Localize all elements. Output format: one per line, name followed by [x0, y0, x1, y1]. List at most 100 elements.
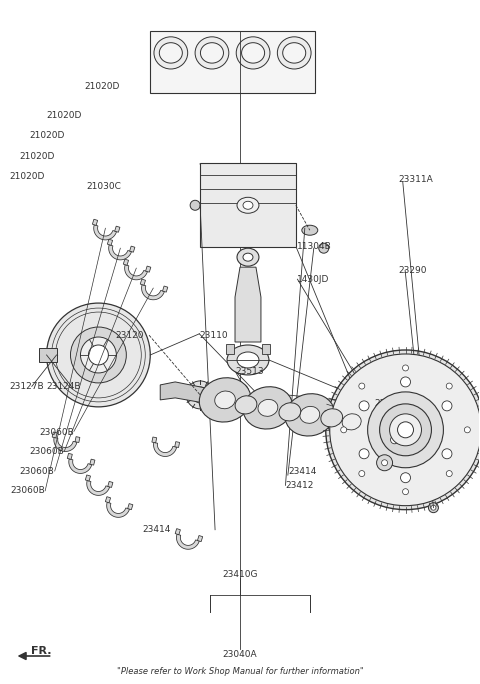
Circle shape — [359, 401, 369, 411]
Text: 23412: 23412 — [286, 481, 314, 490]
Circle shape — [429, 503, 438, 512]
Circle shape — [359, 471, 365, 477]
Polygon shape — [108, 245, 132, 260]
Polygon shape — [160, 382, 390, 435]
Polygon shape — [87, 480, 109, 495]
Polygon shape — [128, 503, 133, 510]
Ellipse shape — [373, 423, 389, 436]
Polygon shape — [67, 453, 72, 460]
Text: 23060B: 23060B — [29, 447, 64, 456]
Polygon shape — [85, 475, 91, 481]
Text: 23060B: 23060B — [10, 486, 45, 495]
Polygon shape — [145, 266, 151, 272]
Polygon shape — [69, 459, 92, 473]
Polygon shape — [90, 459, 95, 465]
Ellipse shape — [300, 406, 320, 423]
Ellipse shape — [368, 418, 396, 442]
Text: FR.: FR. — [31, 646, 51, 655]
Ellipse shape — [258, 399, 278, 417]
Circle shape — [186, 381, 214, 409]
Circle shape — [386, 432, 403, 448]
Circle shape — [391, 436, 398, 444]
Ellipse shape — [279, 403, 301, 421]
Circle shape — [400, 473, 410, 483]
Ellipse shape — [199, 378, 251, 422]
Bar — [226, 344, 234, 354]
Text: 21020D: 21020D — [29, 131, 65, 140]
Polygon shape — [140, 279, 145, 285]
Text: 23040A: 23040A — [223, 650, 257, 659]
Text: 23510: 23510 — [374, 399, 403, 408]
Bar — [38, 348, 57, 362]
Text: "Please refer to Work Shop Manual for further information": "Please refer to Work Shop Manual for fu… — [117, 666, 363, 676]
Ellipse shape — [283, 42, 306, 63]
Polygon shape — [142, 285, 164, 300]
Ellipse shape — [201, 42, 224, 63]
Text: 21020D: 21020D — [9, 172, 45, 181]
Ellipse shape — [277, 37, 311, 69]
Circle shape — [403, 365, 408, 371]
Circle shape — [359, 383, 365, 389]
Polygon shape — [108, 482, 113, 488]
Polygon shape — [163, 286, 168, 292]
Text: 23060B: 23060B — [39, 428, 74, 436]
Ellipse shape — [215, 391, 235, 409]
Polygon shape — [107, 502, 130, 517]
Ellipse shape — [237, 352, 259, 368]
Ellipse shape — [154, 37, 188, 69]
Circle shape — [192, 387, 208, 403]
Polygon shape — [197, 536, 203, 542]
Polygon shape — [130, 246, 135, 252]
Circle shape — [190, 200, 200, 210]
Text: 23120: 23120 — [116, 330, 144, 340]
Ellipse shape — [241, 42, 264, 63]
Ellipse shape — [195, 37, 229, 69]
Circle shape — [446, 383, 452, 389]
Text: 23414: 23414 — [288, 467, 316, 476]
Circle shape — [442, 401, 452, 411]
Ellipse shape — [302, 225, 318, 235]
Circle shape — [71, 327, 126, 383]
Ellipse shape — [342, 414, 361, 430]
Circle shape — [359, 449, 369, 459]
Circle shape — [326, 350, 480, 510]
Polygon shape — [154, 443, 177, 456]
Circle shape — [397, 422, 413, 438]
Circle shape — [377, 455, 393, 471]
Text: 23124B: 23124B — [46, 382, 81, 391]
Circle shape — [341, 427, 347, 433]
Text: 23060B: 23060B — [20, 467, 55, 476]
Ellipse shape — [328, 402, 375, 442]
Polygon shape — [75, 436, 80, 443]
Text: 11304B: 11304B — [297, 242, 331, 251]
Circle shape — [238, 385, 248, 395]
Ellipse shape — [285, 394, 335, 436]
Polygon shape — [125, 265, 147, 280]
Circle shape — [330, 354, 480, 505]
Text: 23410G: 23410G — [222, 570, 258, 579]
Circle shape — [368, 392, 444, 468]
Text: 23110: 23110 — [199, 330, 228, 340]
Bar — [150, 31, 315, 92]
Polygon shape — [115, 226, 120, 233]
Circle shape — [464, 427, 470, 433]
Ellipse shape — [243, 253, 253, 261]
Polygon shape — [94, 225, 117, 240]
Ellipse shape — [237, 197, 259, 213]
Circle shape — [382, 460, 387, 466]
Circle shape — [400, 377, 410, 387]
Ellipse shape — [243, 201, 253, 209]
Ellipse shape — [237, 248, 259, 266]
Polygon shape — [52, 432, 57, 438]
Text: 21030C: 21030C — [86, 182, 121, 191]
Text: 23127B: 23127B — [9, 382, 44, 391]
Text: 23311A: 23311A — [398, 175, 432, 184]
Text: 23290: 23290 — [398, 266, 426, 275]
Text: 23414: 23414 — [142, 525, 170, 534]
Circle shape — [446, 471, 452, 477]
Polygon shape — [152, 437, 156, 443]
Text: 21020D: 21020D — [19, 152, 54, 161]
Polygon shape — [175, 529, 180, 535]
Ellipse shape — [243, 386, 293, 429]
Circle shape — [403, 488, 408, 495]
